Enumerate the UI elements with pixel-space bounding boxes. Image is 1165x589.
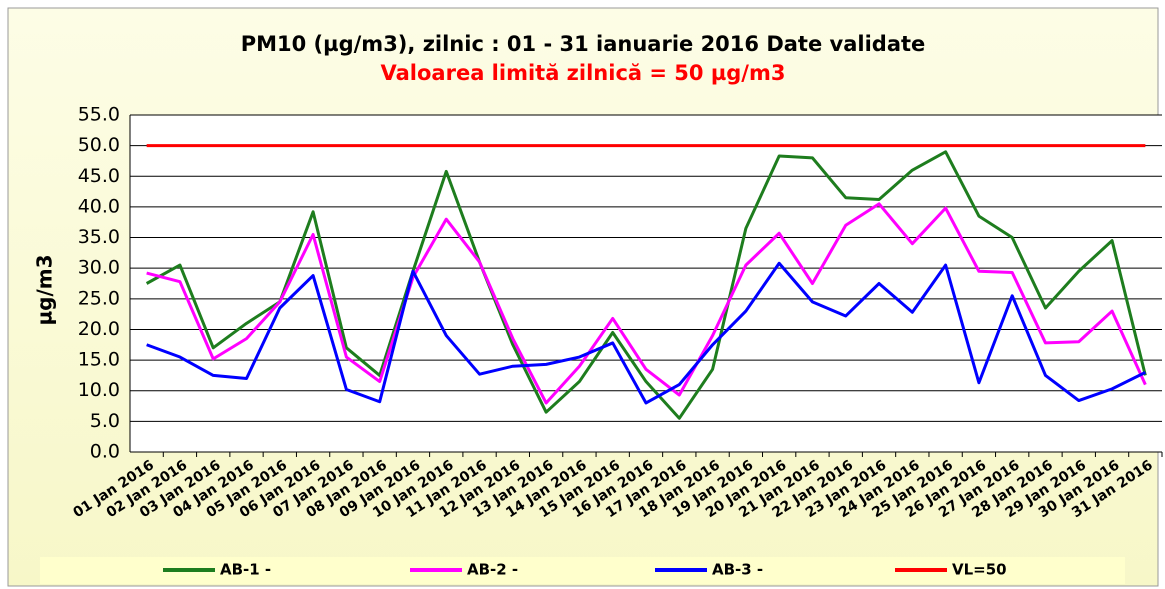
series-line — [146, 261, 1147, 405]
legend-label: VL=50 — [952, 561, 1007, 579]
y-tick-label: 40.0 — [78, 195, 120, 217]
y-tick-label: 50.0 — [78, 134, 120, 156]
y-tick-label: 10.0 — [78, 379, 120, 401]
y-tick-label: 15.0 — [78, 349, 120, 371]
y-tick-label: 45.0 — [78, 165, 120, 187]
y-tick-label: 30.0 — [78, 257, 120, 279]
legend-label: AB-2 - — [467, 561, 518, 579]
y-tick-label: 25.0 — [78, 287, 120, 309]
chart-title: PM10 (µg/m3), zilnic : 01 - 31 ianuarie … — [241, 32, 926, 56]
legend-label: AB-1 - — [220, 561, 271, 579]
y-tick-label: 55.0 — [78, 104, 120, 126]
series-line — [146, 202, 1147, 405]
y-tick-label: 35.0 — [78, 226, 120, 248]
y-tick-label: 20.0 — [78, 318, 120, 340]
series-line — [145, 150, 1147, 420]
plot-area — [130, 115, 1162, 452]
y-tick-label: 0.0 — [90, 441, 120, 463]
chart-subtitle: Valoarea limită zilnică = 50 µg/m3 — [381, 61, 786, 85]
y-tick-label: 5.0 — [90, 410, 120, 432]
legend-label: AB-3 - — [712, 561, 763, 579]
y-axis-label: µg/m3 — [33, 254, 57, 325]
